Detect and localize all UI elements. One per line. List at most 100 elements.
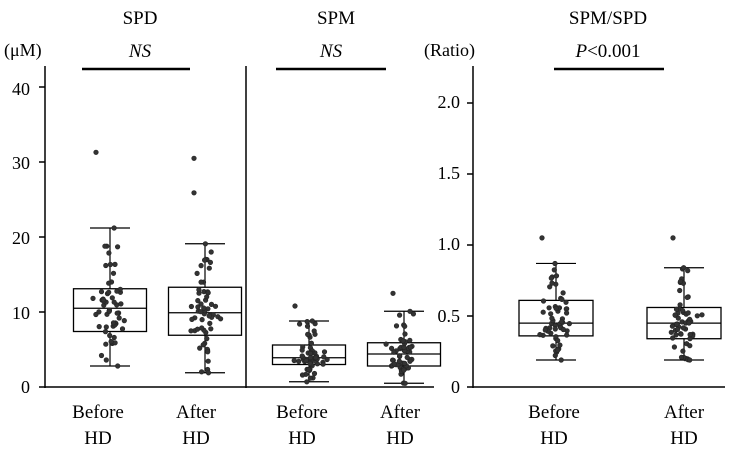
data-point	[401, 367, 407, 373]
data-point	[107, 332, 113, 339]
data-point	[397, 353, 403, 359]
data-point	[103, 262, 109, 269]
ratio-significance-value: <0.001	[587, 41, 640, 62]
data-point	[202, 241, 208, 247]
data-point	[675, 315, 681, 321]
data-point	[106, 280, 112, 286]
data-point	[402, 380, 408, 386]
outlier-point	[191, 190, 197, 196]
spd-title: SPD	[123, 8, 158, 29]
data-point	[681, 265, 687, 271]
data-point	[680, 325, 687, 331]
data-point	[103, 357, 109, 363]
data-point	[553, 273, 560, 279]
category-label: HD	[670, 428, 697, 449]
spd-ytick-label: 20	[12, 228, 30, 248]
data-point	[564, 332, 570, 338]
category-label: After	[664, 402, 705, 423]
data-point	[677, 302, 683, 308]
data-point	[563, 310, 570, 316]
data-point	[108, 339, 114, 345]
data-point	[98, 289, 105, 295]
data-point	[540, 298, 547, 304]
data-point	[668, 329, 674, 335]
data-point	[678, 331, 684, 337]
data-point	[694, 313, 700, 319]
box-iqr	[167, 286, 243, 336]
data-point	[109, 295, 115, 301]
data-point	[207, 320, 213, 327]
data-point	[548, 275, 554, 281]
data-point	[198, 309, 204, 315]
data-point	[100, 297, 106, 303]
ratio-significance: P<0.001	[574, 41, 640, 62]
data-point	[121, 318, 127, 324]
data-point	[553, 305, 559, 312]
data-point	[90, 295, 96, 302]
data-point	[552, 352, 558, 359]
data-point	[306, 367, 312, 373]
data-point	[299, 372, 306, 378]
data-point	[559, 296, 565, 303]
data-point	[189, 316, 195, 323]
data-point	[550, 343, 556, 349]
outlier-point	[390, 290, 396, 296]
data-point	[537, 332, 543, 338]
category-label: HD	[386, 428, 413, 449]
ratio-significance-p: P	[574, 41, 587, 62]
ratio-ytick-label: 0	[451, 377, 460, 397]
ratio-ytick-label: 1.5	[438, 163, 461, 183]
data-point	[106, 289, 112, 295]
category-label: After	[176, 402, 217, 423]
data-point	[194, 270, 200, 277]
data-point	[111, 299, 117, 305]
data-point	[202, 257, 208, 263]
data-point	[199, 317, 205, 323]
data-point	[560, 326, 567, 333]
data-point	[299, 347, 305, 353]
category-label: HD	[540, 428, 567, 449]
data-point	[560, 290, 566, 296]
data-point	[204, 336, 210, 342]
data-point	[119, 326, 126, 332]
data-point	[548, 311, 554, 317]
data-point	[205, 290, 211, 296]
data-point	[400, 338, 406, 344]
data-point	[673, 306, 680, 312]
data-point	[93, 311, 99, 318]
data-point	[389, 345, 395, 352]
data-point	[311, 370, 318, 377]
data-point	[547, 284, 553, 290]
data-point	[198, 279, 204, 285]
data-point	[549, 280, 555, 286]
data-point	[669, 323, 676, 329]
data-point	[303, 358, 309, 364]
spm-title: SPM	[317, 8, 355, 29]
data-point	[402, 331, 408, 337]
data-point	[194, 326, 201, 332]
data-point	[685, 268, 691, 274]
data-point	[540, 309, 546, 315]
data-point	[102, 243, 108, 249]
data-point	[402, 323, 408, 329]
data-point	[307, 360, 313, 367]
outlier-point	[93, 149, 99, 155]
data-point	[559, 319, 565, 325]
data-point	[103, 324, 109, 330]
data-point	[558, 357, 564, 363]
data-point	[114, 310, 120, 316]
data-point	[291, 357, 297, 364]
data-point	[198, 263, 204, 269]
data-point	[218, 316, 224, 322]
data-point	[555, 347, 561, 353]
outlier-point	[292, 303, 298, 309]
data-point	[118, 301, 124, 307]
data-point	[199, 325, 205, 331]
data-point	[304, 319, 310, 325]
data-point	[551, 267, 557, 273]
data-point	[308, 340, 315, 346]
data-point	[552, 260, 558, 267]
data-point	[410, 311, 417, 317]
data-point	[391, 349, 397, 355]
data-point	[397, 312, 403, 318]
